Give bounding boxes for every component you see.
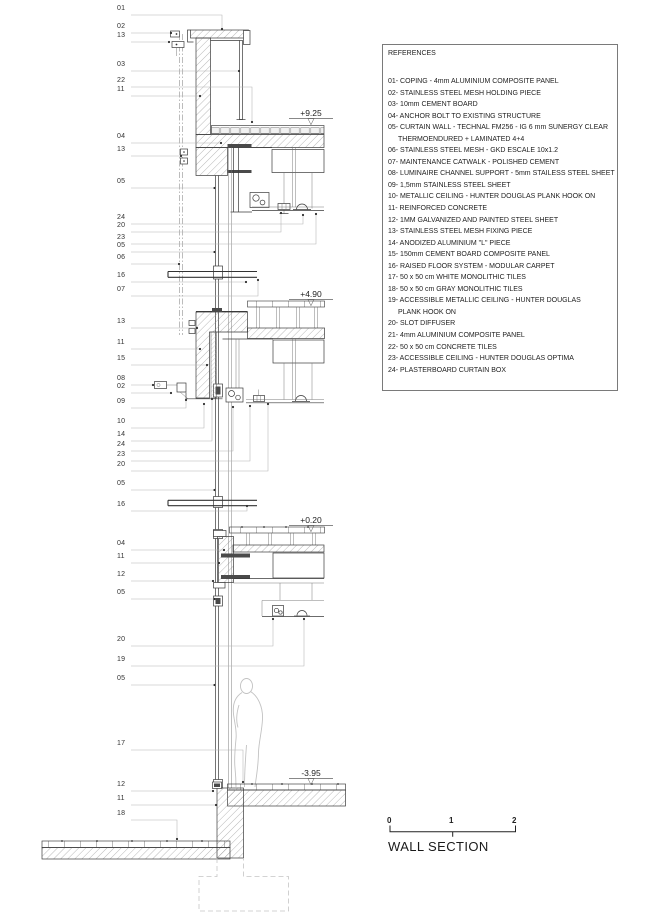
callout-label: 16 <box>117 272 126 279</box>
callout-label: 12 <box>117 571 126 578</box>
reference-item: 16- RAISED FLOOR SYSTEM - MODULAR CARPET <box>388 262 555 270</box>
callout-label: 04 <box>117 133 126 140</box>
sheet-title: WALL SECTION <box>388 839 489 854</box>
reference-item: 09- 1,5mm STAINLESS STEEL SHEET <box>388 181 511 189</box>
callout-label: 14 <box>117 431 126 438</box>
references-list: 01- COPING - 4mm ALUMINIUM COMPOSITE PAN… <box>388 76 615 376</box>
reference-item: 24- PLASTERBOARD CURTAIN BOX <box>388 366 506 374</box>
floor-490-assembly <box>154 300 325 404</box>
reference-item: 13- STAINLESS STEEL MESH FIXING PIECE <box>388 228 533 236</box>
callout-label: 18 <box>117 810 126 817</box>
callout-label: 17 <box>117 740 126 747</box>
callout-label: 05 <box>117 480 126 487</box>
reference-item: PLANK HOOK ON <box>398 308 456 316</box>
reference-item: 20- SLOT DIFFUSER <box>388 320 456 328</box>
callout-label: 11 <box>117 795 125 802</box>
callout-label: 05 <box>117 589 126 596</box>
scale-bar <box>389 825 516 837</box>
elevation-triangle-icon: ▽ <box>307 297 315 307</box>
human-figure <box>232 678 263 788</box>
elevation-triangle-icon: ▽ <box>307 523 315 533</box>
callout-label: 11 <box>117 553 125 560</box>
callout-label: 23 <box>117 234 126 241</box>
elevation-value: -3.95 <box>289 769 333 779</box>
callout-label: 05 <box>117 675 126 682</box>
reference-item: 22- 50 x 50 cm CONCRETE TILES <box>388 343 497 351</box>
callout-label: 11 <box>117 339 125 346</box>
callout-label: 11 <box>117 86 125 93</box>
reference-item: THERMOENDURED + LAMINATED 4+4 <box>398 135 525 143</box>
reference-item: 02- STAINLESS STEEL MESH HOLDING PIECE <box>388 89 541 97</box>
callout-label: 24 <box>117 441 126 448</box>
callout-label: 15 <box>117 355 126 362</box>
reference-item: 23- ACCESSIBLE CEILING - HUNTER DOUGLAS … <box>388 355 574 363</box>
reference-item: 06- STAINLESS STEEL MESH - GKD ESCALE 10… <box>388 147 559 155</box>
elevation-marker: +0.20 ▽ <box>289 516 333 533</box>
elevation-triangle-icon: ▽ <box>307 776 315 786</box>
elevation-value: +4.90 <box>289 290 333 300</box>
callout-label: 13 <box>117 318 126 325</box>
callout-label: 23 <box>117 451 126 458</box>
base-assembly <box>41 781 346 912</box>
reference-item: 14- ANODIZED ALUMINIUM "L" PIECE <box>388 239 511 247</box>
parapet-coping <box>187 29 251 135</box>
callout-leader-lines <box>131 14 318 841</box>
callout-label: 02 <box>117 383 126 390</box>
callout-label: 12 <box>117 781 126 788</box>
reference-item: 15- 150mm CEMENT BOARD COMPOSITE PANEL <box>388 251 550 259</box>
callout-label: 22 <box>117 77 126 84</box>
callout-label: 04 <box>117 540 126 547</box>
callout-label: 19 <box>117 656 126 663</box>
callout-label: 16 <box>117 501 126 508</box>
reference-item: 10- METALLIC CEILING - HUNTER DOUGLAS PL… <box>388 193 596 201</box>
elevation-marker: -3.95 ▽ <box>289 769 333 786</box>
scale-number: 1 <box>449 816 454 825</box>
reference-item: 08- LUMINAIRE CHANNEL SUPPORT - 5mm STAI… <box>388 170 615 178</box>
stainless-steel-mesh <box>170 30 196 335</box>
reference-item: 03- 10mm CEMENT BOARD <box>388 101 478 109</box>
callout-label: 08 <box>117 375 126 382</box>
reference-item: 11- REINFORCED CONCRETE <box>388 205 488 213</box>
elevation-value: +0.20 <box>289 516 333 526</box>
callout-label: 01 <box>117 5 126 12</box>
scale-number: 0 <box>387 816 392 825</box>
callout-label: 13 <box>117 146 126 153</box>
curtain-wall <box>213 147 232 789</box>
callout-label: 20 <box>117 636 126 643</box>
reference-item: 07- MAINTENANCE CATWALK - POLISHED CEMEN… <box>388 158 560 166</box>
floor-020-assembly <box>213 526 325 617</box>
elevation-marker: +9.25 ▽ <box>289 109 333 126</box>
callout-label: 09 <box>117 398 126 405</box>
callout-label: 07 <box>117 286 126 293</box>
references-title: REFERENCES <box>388 50 436 57</box>
elevation-marker: +4.90 ▽ <box>289 290 333 307</box>
reference-item: 21- 4mm ALUMINIUM COMPOSITE PANEL <box>388 332 525 340</box>
callout-label: 20 <box>117 461 126 468</box>
callout-label: 05 <box>117 178 126 185</box>
callout-label: 20 <box>117 222 126 229</box>
callout-label: 03 <box>117 61 126 68</box>
maintenance-catwalk <box>167 270 257 507</box>
callout-label: 02 <box>117 23 126 30</box>
callout-label: 13 <box>117 32 126 39</box>
scale-number: 2 <box>512 816 517 825</box>
elevation-value: +9.25 <box>289 109 333 119</box>
reference-item: 05- CURTAIN WALL - TECHNAL FM256 - IG 6 … <box>388 124 609 132</box>
references-box: REFERENCES 01- COPING - 4mm ALUMINIUM CO… <box>382 44 618 391</box>
reference-item: 04- ANCHOR BOLT TO EXISTING STRUCTURE <box>388 112 541 120</box>
reference-item: 17- 50 x 50 cm WHITE MONOLITHIC TILES <box>388 274 526 282</box>
reference-item: 01- COPING - 4mm ALUMINIUM COMPOSITE PAN… <box>388 78 559 85</box>
callout-label: 10 <box>117 418 126 425</box>
callout-label: 24 <box>117 214 126 221</box>
roof-assembly <box>195 125 325 214</box>
reference-item: 12- 1MM GALVANIZED AND PAINTED STEEL SHE… <box>388 216 559 224</box>
elevation-triangle-icon: ▽ <box>307 116 315 126</box>
callout-label: 06 <box>117 254 126 261</box>
reference-item: 19- ACCESSIBLE METALLIC CEILING - HUNTER… <box>388 297 581 305</box>
reference-item: 18- 50 x 50 cm GRAY MONOLITHIC TILES <box>388 285 523 293</box>
callout-label: 05 <box>117 242 126 249</box>
